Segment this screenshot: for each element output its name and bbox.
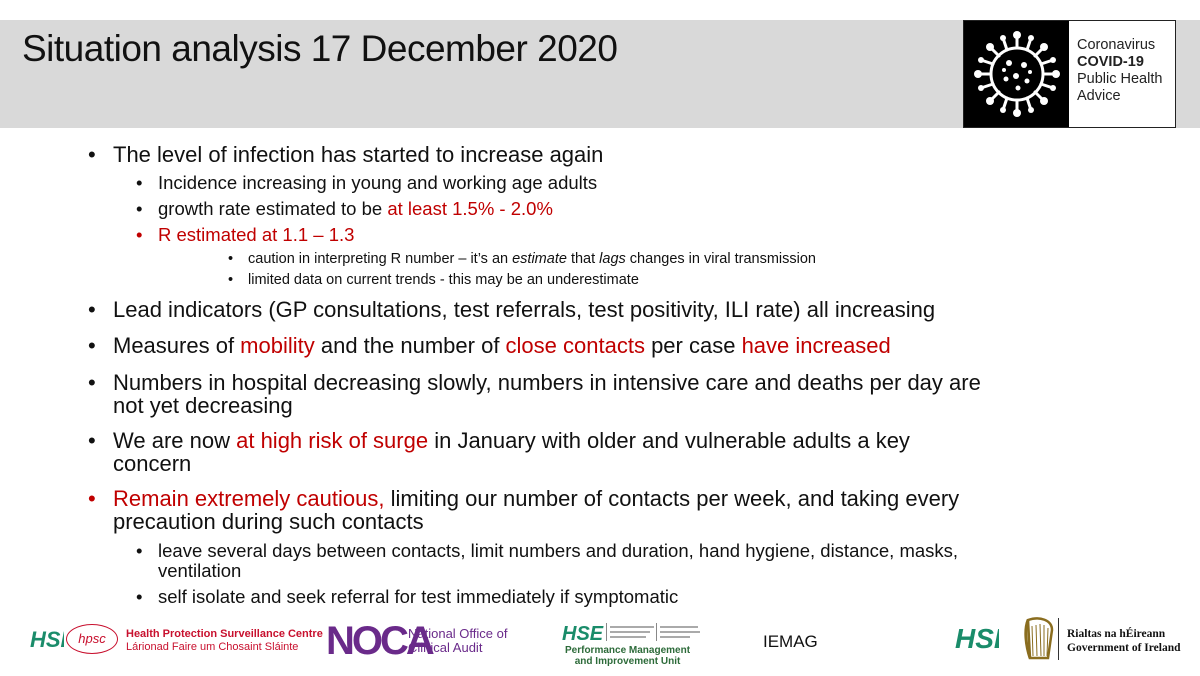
bullet-hospital-line-2: not yet decreasing bbox=[113, 393, 293, 418]
bullet-mobility: Measures of mobility and the number of c… bbox=[113, 334, 891, 357]
bullet-marker: • bbox=[88, 142, 96, 167]
sub-bullet-precautions-line-2: ventilation bbox=[158, 560, 242, 581]
sub-bullet-growth-rate: growth rate estimated to be at least 1.5… bbox=[158, 198, 553, 219]
badge-line-1: Coronavirus bbox=[1077, 37, 1156, 53]
hpsc-name: Health Protection Surveillance Centre bbox=[126, 628, 323, 640]
bullet-cautious-line-2: precaution during such contacts bbox=[113, 509, 424, 534]
mobility-highlight: mobility bbox=[240, 333, 315, 358]
harp-icon bbox=[1020, 616, 1056, 667]
bullet-marker: • bbox=[136, 172, 143, 193]
badge-line-4: Advice bbox=[1077, 88, 1121, 104]
bullet-surge-risk: We are now at high risk of surge in Janu… bbox=[113, 429, 910, 452]
caution-text-3: changes in viral transmission bbox=[625, 251, 816, 267]
hpsc-logo: hpsc bbox=[66, 624, 118, 654]
mobility-text-1: Measures of bbox=[113, 333, 241, 358]
government-of-ireland-text: Rialtas na hÉireann Government of Irelan… bbox=[1067, 627, 1181, 655]
bullet-cautious: Remain extremely cautious, limiting our … bbox=[113, 487, 959, 510]
sub-sub-bullet-limited-data: limited data on current trends - this ma… bbox=[248, 272, 639, 288]
close-contacts-highlight: close contacts bbox=[505, 333, 645, 358]
bullet-marker: • bbox=[88, 486, 96, 511]
pmiu-line-1: Performance Management bbox=[565, 645, 691, 656]
noca-text: National Office of Clinical Audit bbox=[408, 627, 507, 655]
bullet-marker: • bbox=[136, 198, 143, 219]
sub-bullet-self-isolate: self isolate and seek referral for test … bbox=[158, 586, 679, 607]
svg-text:HSE: HSE bbox=[30, 627, 64, 652]
hse-logo: HSE bbox=[30, 626, 77, 657]
covid-advice-badge: Coronavirus COVID-19 Public Health Advic… bbox=[963, 20, 1176, 128]
mobility-text-2: and the number of bbox=[314, 333, 506, 358]
sub-sub-bullet-caution: caution in interpreting R number – it’s … bbox=[248, 250, 816, 268]
bullet-marker: • bbox=[136, 540, 143, 561]
hpsc-text: Health Protection Surveillance Centre Lá… bbox=[126, 628, 323, 654]
bullet-marker: • bbox=[88, 428, 96, 453]
cautious-text: limiting our number of contacts per week… bbox=[384, 486, 960, 511]
noca-line-2: Clinical Audit bbox=[408, 640, 483, 655]
noca-line-1: National Office of bbox=[408, 626, 508, 641]
gov-english-name: Government of Ireland bbox=[1067, 642, 1181, 654]
svg-text:HSE: HSE bbox=[562, 623, 604, 644]
pmiu-text: Performance Management and Improvement U… bbox=[565, 645, 690, 667]
page-title: Situation analysis 17 December 2020 bbox=[22, 28, 618, 69]
bullet-marker: • bbox=[136, 224, 143, 245]
surge-highlight: at high risk of surge bbox=[236, 428, 429, 453]
bullet-marker: • bbox=[228, 251, 234, 267]
badge-line-2: COVID-19 bbox=[1077, 54, 1144, 70]
gov-irish-name: Rialtas na hÉireann bbox=[1067, 628, 1166, 640]
bullet-marker: • bbox=[88, 333, 96, 358]
bullet-marker: • bbox=[88, 297, 96, 322]
growth-rate-value: at least 1.5% - 2.0% bbox=[387, 198, 553, 219]
pmiu-line-2: and Improvement Unit bbox=[574, 656, 681, 667]
bullet-marker: • bbox=[228, 272, 234, 288]
caution-text-1: caution in interpreting R number – it’s … bbox=[248, 251, 513, 267]
bullet-lead-indicators: Lead indicators (GP consultations, test … bbox=[113, 297, 936, 322]
cautious-highlight: Remain extremely cautious, bbox=[113, 486, 385, 511]
bullet-hospital-line-1: Numbers in hospital decreasing slowly, n… bbox=[113, 370, 981, 395]
hpsc-irish-name: Lárionad Faire um Chosaint Sláinte bbox=[126, 641, 299, 653]
hse-pmiu-logo: HSE bbox=[562, 620, 702, 649]
noca-logo: NOCA bbox=[326, 619, 435, 663]
bullet-marker: • bbox=[88, 370, 96, 395]
surge-text-2: in January with older and vulnerable adu… bbox=[428, 428, 910, 453]
increased-highlight: have increased bbox=[741, 333, 891, 358]
caution-estimate: estimate bbox=[512, 251, 567, 267]
mobility-text-3: per case bbox=[644, 333, 742, 358]
sub-bullet-precautions-line-1: leave several days between contacts, lim… bbox=[158, 540, 959, 561]
surge-text-1: We are now bbox=[113, 428, 237, 453]
badge-line-3: Public Health bbox=[1077, 71, 1163, 87]
sub-bullet-r-estimate: R estimated at 1.1 – 1.3 bbox=[158, 224, 355, 245]
iemag-label: IEMAG bbox=[763, 632, 818, 651]
bullet-infection-level: The level of infection has started to in… bbox=[113, 142, 604, 167]
coronavirus-icon bbox=[964, 21, 1069, 127]
hse-logo-right: HSE bbox=[955, 622, 1014, 659]
bullet-surge-line-2: concern bbox=[113, 451, 192, 476]
divider bbox=[1058, 618, 1059, 660]
growth-rate-label: growth rate estimated to be bbox=[158, 198, 388, 219]
caution-lags: lags bbox=[599, 251, 626, 267]
svg-text:HSE: HSE bbox=[955, 623, 999, 654]
bullet-marker: • bbox=[136, 586, 143, 607]
caution-text-2: that bbox=[566, 251, 600, 267]
sub-bullet-incidence: Incidence increasing in young and workin… bbox=[158, 172, 598, 193]
